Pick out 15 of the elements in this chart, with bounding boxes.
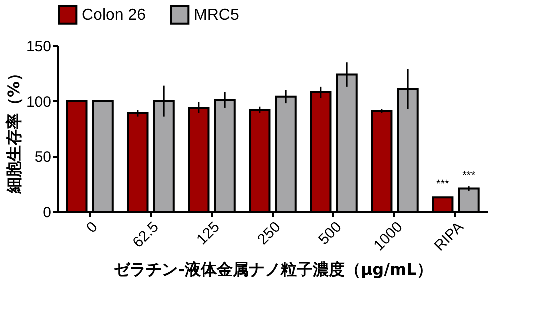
- x-tick-label: 500: [316, 218, 346, 249]
- y-tick-label: 150: [26, 38, 52, 56]
- x-tick-label: 0: [83, 218, 102, 237]
- x-axis-title: ゼラチン-液体金属ナノ粒子濃度（μg/mL）: [114, 260, 433, 280]
- x-tick-label: 125: [194, 218, 224, 249]
- y-tick-label: 50: [34, 149, 52, 166]
- annotation: ***: [436, 178, 450, 191]
- x-tick-label: 62.5: [130, 218, 162, 252]
- legend-label: MRC5: [194, 7, 240, 24]
- x-tick-label: 250: [254, 218, 284, 249]
- y-axis-title: 細胞生存率（%）: [4, 65, 24, 195]
- legend-label: Colon 26: [82, 7, 146, 24]
- y-tick-label: 0: [43, 204, 52, 222]
- annotation: ***: [462, 170, 476, 182]
- y-tick-label: 100: [26, 94, 52, 111]
